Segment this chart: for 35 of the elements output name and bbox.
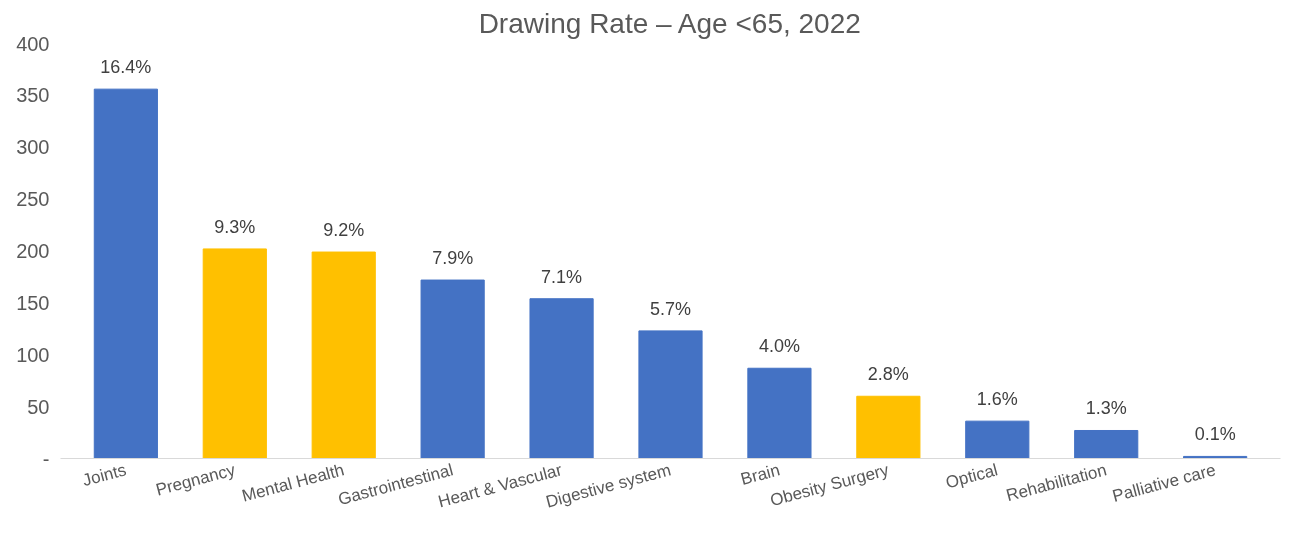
annotation: 1.6%	[976, 389, 1018, 410]
y-tick-label: 350	[16, 84, 50, 107]
annotation: 0.1%	[1194, 424, 1236, 445]
bar	[93, 88, 158, 459]
bar	[311, 251, 376, 459]
y-tick-label: -	[42, 447, 50, 470]
bar	[1074, 429, 1139, 459]
annotation: 9.3%	[214, 216, 256, 237]
annotation: 4.0%	[758, 336, 800, 357]
annotation: 16.4%	[100, 57, 152, 78]
bar	[529, 298, 594, 459]
annotation: 2.8%	[867, 364, 909, 385]
bar	[856, 395, 921, 459]
chart-title: Drawing Rate – Age <65, 2022	[478, 7, 861, 39]
x-tick-label: Brain	[738, 460, 782, 489]
y-tick-label: 300	[16, 136, 50, 159]
x-tick-label: Palliative care	[1110, 460, 1218, 506]
annotation: 7.9%	[432, 248, 474, 269]
y-tick-label: 150	[16, 291, 50, 314]
annotation: 7.1%	[541, 266, 583, 287]
bar	[965, 420, 1030, 459]
y-tick-label: 400	[16, 32, 50, 55]
annotation: 9.2%	[323, 220, 365, 241]
annotation: 1.3%	[1085, 398, 1127, 419]
x-tick-label: Joints	[80, 460, 129, 491]
bar	[202, 248, 267, 459]
y-tick-label: 100	[16, 343, 50, 366]
bar	[747, 367, 812, 459]
bar	[638, 330, 703, 459]
annotation: 5.7%	[649, 298, 692, 319]
x-tick-label: Optical	[943, 460, 1000, 493]
y-tick-label: 200	[16, 240, 50, 262]
y-tick-label: 250	[16, 188, 50, 211]
bar	[420, 279, 485, 459]
y-tick-label: 50	[27, 395, 50, 418]
